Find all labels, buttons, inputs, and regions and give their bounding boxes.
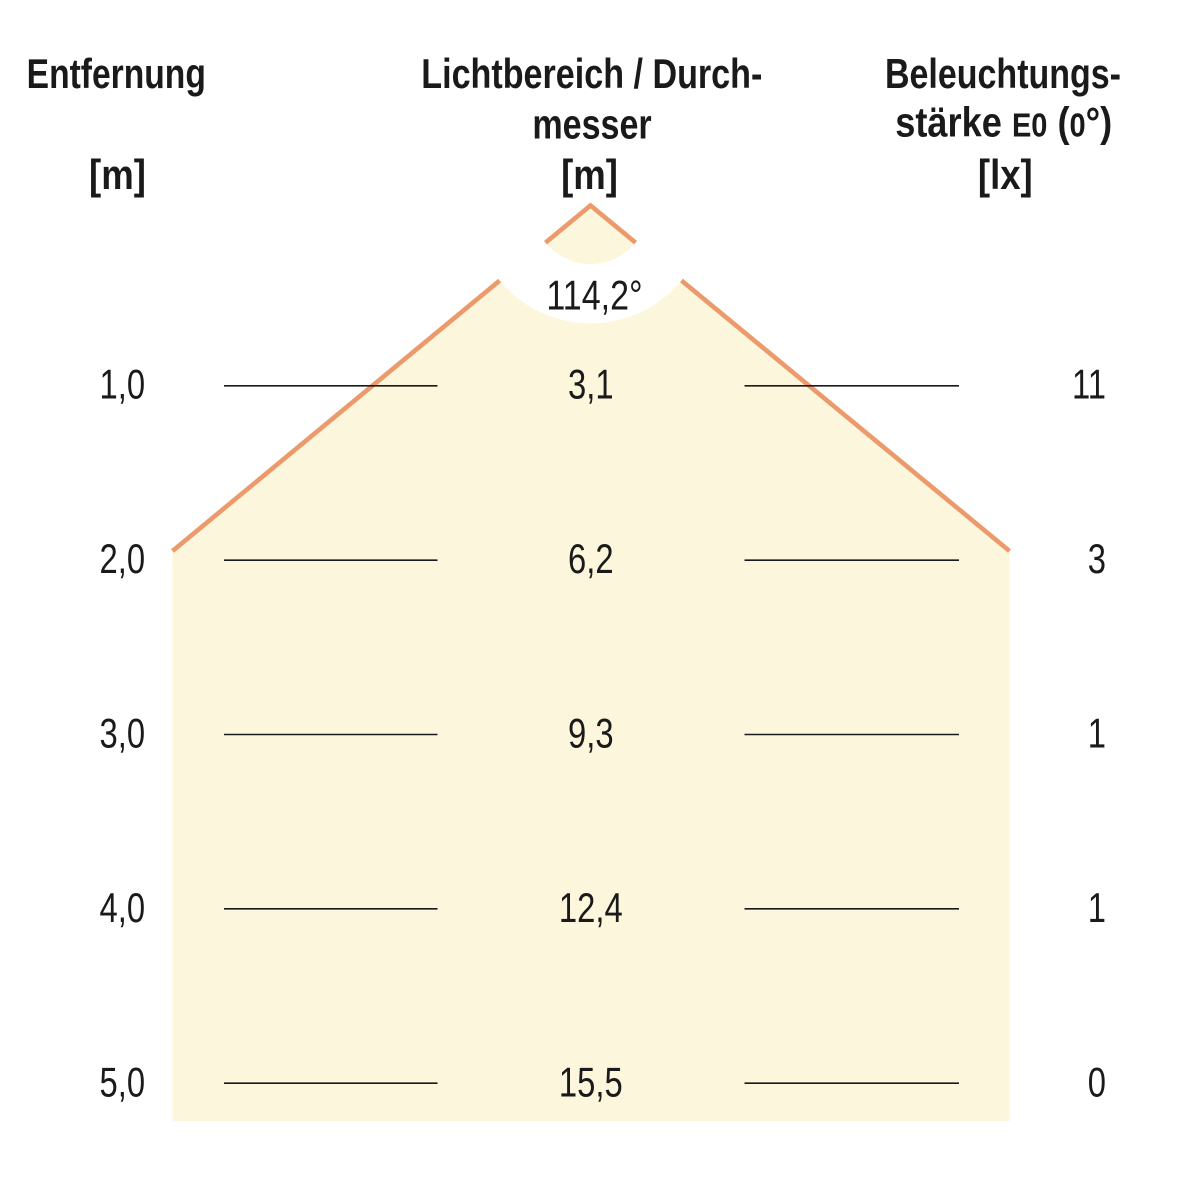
svg-text:3: 3 [1088, 535, 1106, 582]
svg-text:[lx]: [lx] [978, 152, 1033, 199]
svg-text:0: 0 [1088, 1059, 1106, 1106]
svg-text:[m]: [m] [89, 152, 146, 199]
svg-text:3,0: 3,0 [100, 710, 146, 757]
svg-text:1: 1 [1088, 710, 1106, 757]
svg-text:12,4: 12,4 [559, 884, 623, 931]
svg-text:114,2°: 114,2° [546, 273, 642, 319]
svg-text:15,5: 15,5 [559, 1059, 623, 1106]
svg-text:6,2: 6,2 [568, 535, 614, 582]
svg-text:11: 11 [1072, 361, 1106, 408]
svg-text:9,3: 9,3 [568, 710, 614, 757]
svg-text:1: 1 [1088, 884, 1106, 931]
svg-text:Entfernung: Entfernung [27, 52, 206, 98]
svg-text:Lichtbereich / Durch-: Lichtbereich / Durch- [421, 52, 762, 98]
svg-text:3,1: 3,1 [568, 361, 614, 408]
svg-text:stärke E0 (0°): stärke E0 (0°) [895, 100, 1112, 146]
svg-text:[m]: [m] [561, 152, 618, 199]
svg-text:5,0: 5,0 [100, 1059, 146, 1106]
svg-text:4,0: 4,0 [100, 884, 146, 931]
svg-text:Beleuchtungs-: Beleuchtungs- [885, 52, 1121, 98]
svg-text:2,0: 2,0 [100, 535, 146, 582]
svg-text:messer: messer [532, 102, 652, 148]
svg-text:1,0: 1,0 [100, 361, 146, 408]
